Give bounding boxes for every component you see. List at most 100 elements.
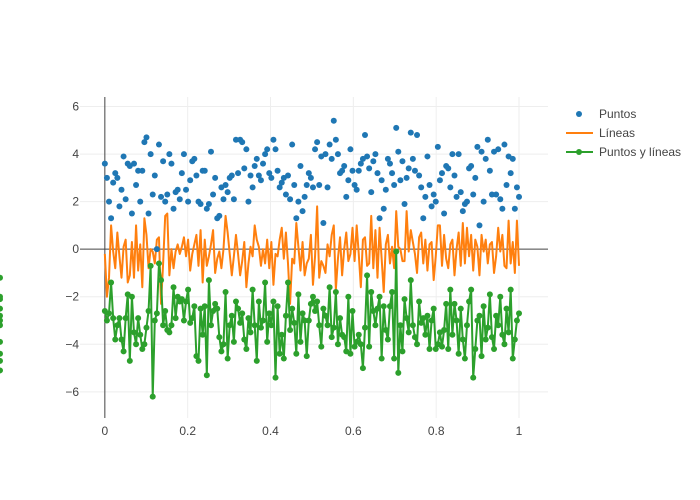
data-point [147, 151, 154, 158]
data-point [470, 191, 477, 198]
data-point [130, 329, 137, 336]
data-point [326, 284, 333, 291]
data-point [426, 181, 433, 188]
data-point [232, 136, 239, 143]
data-point [397, 177, 404, 184]
data-point [228, 312, 235, 319]
data-point [185, 286, 192, 293]
data-point [293, 350, 300, 357]
data-point [378, 177, 385, 184]
data-point [216, 212, 223, 219]
data-point [183, 186, 190, 193]
y-tick-label: −4 [65, 337, 79, 351]
data-point [322, 151, 329, 158]
legend-label: Puntos [599, 107, 636, 121]
data-point [480, 198, 487, 205]
data-point [128, 293, 135, 300]
data-point [436, 177, 443, 184]
data-point [312, 308, 319, 314]
data-point [216, 334, 223, 341]
data-point [191, 155, 198, 162]
data-point [160, 322, 167, 329]
data-point [347, 146, 354, 153]
data-point [301, 317, 308, 324]
legend-item-puntos[interactable]: Puntos [576, 107, 636, 121]
data-point [222, 181, 229, 188]
data-point [101, 160, 108, 167]
data-point [230, 338, 237, 345]
legend-item-puntos-y-lineas[interactable]: Puntos y líneas [566, 145, 681, 159]
data-point [372, 322, 379, 329]
data-point [245, 315, 252, 322]
data-point [484, 324, 491, 331]
data-point [276, 184, 283, 191]
data-point [382, 186, 389, 193]
data-point [212, 174, 219, 181]
data-point [295, 198, 302, 205]
data-point [439, 343, 445, 350]
data-point [118, 186, 125, 193]
data-point [278, 179, 285, 186]
data-point [330, 324, 337, 331]
data-point [249, 184, 256, 191]
data-point [191, 303, 198, 310]
data-point [399, 348, 406, 355]
data-point [339, 167, 346, 174]
data-point [484, 136, 491, 143]
data-point [505, 329, 512, 336]
x-tick-label: 1 [516, 424, 523, 438]
data-point [110, 179, 117, 186]
y-tick-label: 2 [72, 195, 79, 209]
data-point [316, 181, 323, 188]
data-point [509, 355, 516, 362]
data-point [135, 315, 142, 322]
data-point [139, 167, 146, 174]
data-point [470, 374, 477, 381]
data-point [389, 170, 396, 177]
data-point [468, 162, 475, 169]
data-point [382, 327, 389, 334]
data-point [251, 322, 258, 329]
data-point [193, 172, 200, 179]
data-point [499, 205, 506, 212]
data-point [0, 317, 3, 324]
data-point [351, 343, 358, 350]
data-point [405, 165, 412, 172]
data-point [309, 293, 316, 300]
data-point [395, 148, 402, 155]
data-point [112, 170, 119, 177]
data-point [430, 305, 437, 312]
data-point [203, 205, 210, 212]
data-point [266, 310, 273, 317]
data-point [289, 305, 296, 312]
data-point [222, 288, 229, 295]
data-point [345, 293, 352, 300]
data-point [0, 293, 3, 300]
data-point [126, 357, 133, 364]
data-point [166, 151, 173, 158]
data-point [355, 167, 362, 174]
data-point [226, 322, 233, 329]
data-point [309, 184, 316, 191]
data-point [0, 367, 3, 374]
data-point [445, 346, 452, 353]
data-point [147, 262, 154, 269]
data-point [455, 151, 462, 158]
data-point [430, 191, 437, 198]
data-point [278, 331, 285, 338]
data-point [355, 331, 362, 338]
data-point [411, 334, 418, 341]
data-point [357, 160, 364, 167]
data-point [322, 312, 329, 319]
data-point [374, 170, 381, 177]
legend-item-lineas[interactable]: Líneas [566, 126, 635, 140]
data-point [434, 143, 441, 150]
data-point [397, 322, 404, 329]
data-point [0, 338, 3, 345]
data-point [453, 317, 460, 324]
data-point [312, 146, 319, 153]
data-point [376, 215, 383, 222]
data-point [255, 298, 262, 305]
data-point [314, 298, 321, 305]
